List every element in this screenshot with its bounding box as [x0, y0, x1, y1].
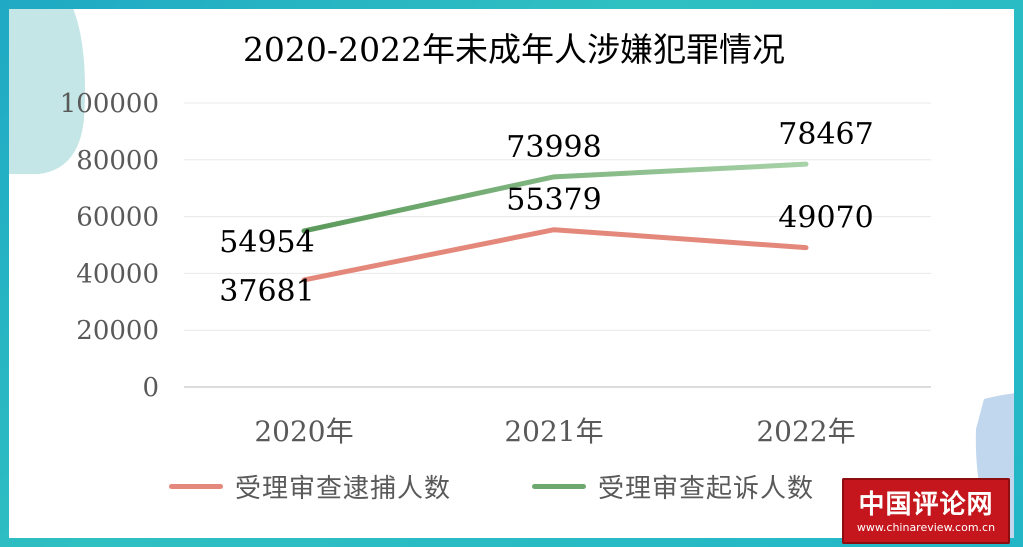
data-label: 73998	[506, 130, 601, 165]
y-axis: 0 20000 40000 60000 80000 100000	[60, 89, 159, 403]
series-line-arrest	[301, 227, 809, 283]
y-tick-label: 40000	[76, 259, 159, 289]
data-label: 37681	[219, 274, 314, 309]
x-tick-label: 2021年	[504, 415, 603, 448]
watermark-logo-text: 中国评论网	[858, 490, 994, 520]
y-tick-label: 80000	[76, 146, 159, 176]
site-watermark-logo: 中国评论网 www.chinareview.com.cn	[842, 478, 1010, 544]
legend-label-arrest: 受理审查逮捕人数	[235, 473, 452, 504]
chart-title: 2020-2022年未成年人涉嫌犯罪情况	[243, 30, 785, 69]
series-line-prosecute	[301, 161, 809, 234]
series-lines	[301, 161, 809, 283]
legend-label-prosecute: 受理审查起诉人数	[598, 473, 815, 504]
y-tick-label: 100000	[60, 89, 159, 119]
y-tick-label: 60000	[76, 203, 159, 233]
line-chart: 2020-2022年未成年人涉嫌犯罪情况 0 20000 40000 60000 800…	[60, 30, 931, 448]
chart-card: 2020-2022年未成年人涉嫌犯罪情况 0 20000 40000 60000 800…	[9, 9, 1014, 538]
y-tick-label: 0	[142, 373, 159, 403]
data-labels: 37681 55379 49070 54954 73998 78467	[219, 117, 873, 309]
data-label: 49070	[778, 201, 873, 236]
y-tick-label: 20000	[76, 316, 159, 346]
legend-item-arrest: 受理审查逮捕人数	[169, 469, 452, 504]
data-label: 78467	[778, 117, 873, 152]
gridlines	[184, 102, 931, 331]
legend-swatch-arrest	[169, 483, 223, 489]
legend-item-prosecute: 受理审查起诉人数	[532, 469, 815, 504]
data-label: 54954	[219, 225, 314, 260]
x-axis: 2020年 2021年 2022年	[184, 386, 931, 448]
x-tick-label: 2022年	[756, 415, 855, 448]
watermark-url: www.chinareview.com.cn	[856, 521, 996, 534]
legend-swatch-prosecute	[532, 483, 586, 489]
x-tick-label: 2020年	[254, 415, 353, 448]
data-label: 55379	[506, 183, 601, 218]
